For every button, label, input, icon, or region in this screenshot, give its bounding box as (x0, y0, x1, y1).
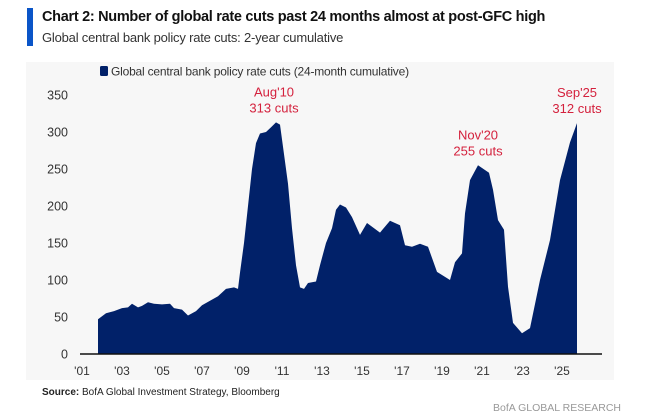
y-tick-label: 350 (47, 89, 68, 103)
annotation-value: 312 cuts (552, 101, 602, 116)
x-tick-label: '25 (554, 364, 570, 378)
x-tick-label: '15 (354, 364, 370, 378)
title-accent-bar (27, 8, 33, 46)
x-tick-label: '17 (394, 364, 410, 378)
y-tick-label: 50 (54, 311, 68, 325)
y-tick-label: 200 (47, 200, 68, 214)
legend-label: Global central bank policy rate cuts (24… (111, 65, 409, 79)
x-tick-label: '11 (275, 364, 290, 378)
x-tick-label: '19 (434, 364, 450, 378)
annotation-date: Sep'25 (557, 85, 597, 100)
x-tick-label: '21 (474, 364, 490, 378)
y-tick-label: 0 (61, 348, 68, 362)
series-area (98, 122, 577, 355)
x-tick-label: '09 (234, 364, 250, 378)
x-tick-label: '13 (314, 364, 330, 378)
legend-swatch (100, 66, 108, 76)
y-tick-label: 300 (47, 126, 68, 140)
annotation-value: 313 cuts (249, 100, 299, 115)
x-tick-label: '05 (154, 364, 170, 378)
y-tick-label: 250 (47, 163, 68, 177)
source-text: BofA Global Investment Strategy, Bloombe… (79, 387, 280, 398)
brand-footer: BofA GLOBAL RESEARCH (493, 402, 621, 414)
y-tick-label: 150 (47, 237, 68, 251)
source-note: Source: BofA Global Investment Strategy,… (42, 387, 280, 398)
x-tick-label: '07 (194, 364, 210, 378)
y-tick-label: 100 (47, 274, 68, 288)
source-label: Source: (42, 387, 80, 398)
x-tick-label: '23 (514, 364, 530, 378)
annotation-value: 255 cuts (453, 143, 503, 158)
x-tick-label: '01 (74, 364, 90, 378)
chart-subtitle: Global central bank policy rate cuts: 2-… (42, 30, 344, 45)
annotation-date: Aug'10 (254, 84, 294, 99)
annotation-date: Nov'20 (458, 127, 498, 142)
chart-title: Chart 2: Number of global rate cuts past… (42, 9, 546, 25)
x-tick-label: '03 (114, 364, 130, 378)
